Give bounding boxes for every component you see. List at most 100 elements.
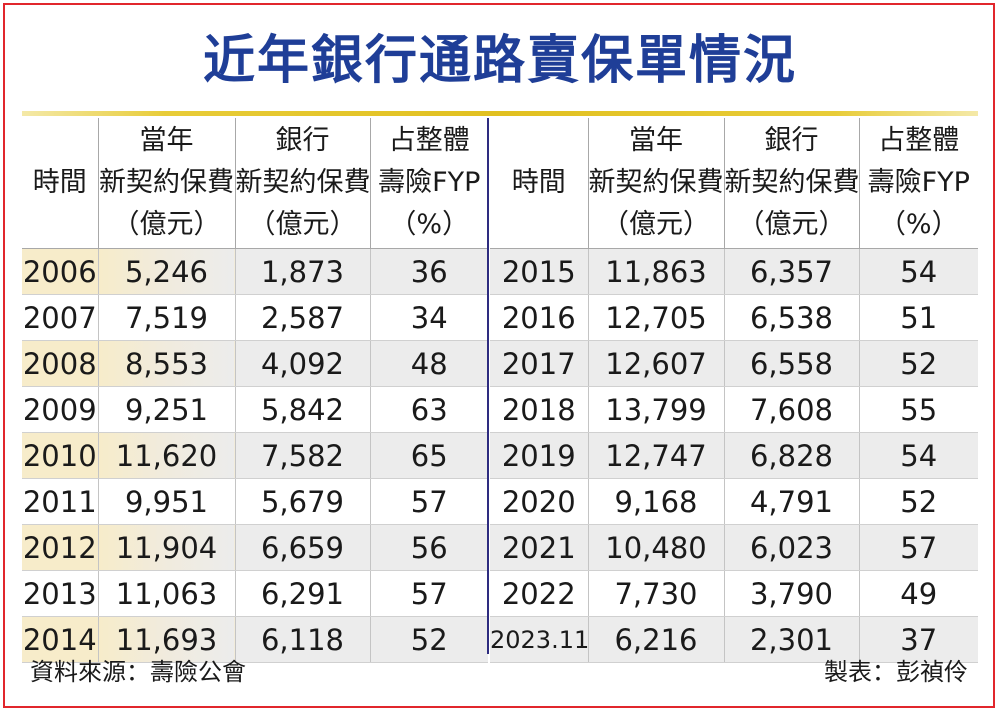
share-pct-cell: 36	[370, 248, 488, 295]
header-total-premium: 當年 新契約保費 （億元）	[588, 118, 725, 249]
share-pct-cell: 57	[370, 570, 488, 617]
year-cell: 2015	[490, 248, 589, 295]
bank-premium-cell: 6,659	[235, 524, 371, 571]
table-row: 2009 9,251 5,842 63	[22, 386, 488, 433]
table-row: 2011 9,951 5,679 57	[22, 478, 488, 525]
bank-premium-cell: 1,873	[235, 248, 371, 295]
table-row: 2019 12,747 6,828 54	[490, 432, 978, 479]
year-cell: 2020	[490, 478, 589, 525]
total-premium-cell: 10,480	[588, 524, 725, 571]
table-row: 2020 9,168 4,791 52	[490, 478, 978, 525]
table-row: 2021 10,480 6,023 57	[490, 524, 978, 571]
share-pct-cell: 57	[859, 524, 978, 571]
total-premium-cell: 12,607	[588, 340, 725, 387]
table-row: 2013 11,063 6,291 57	[22, 570, 488, 617]
year-cell: 2021	[490, 524, 589, 571]
share-pct-cell: 37	[859, 616, 978, 663]
bank-premium-cell: 2,587	[235, 294, 371, 341]
bank-premium-cell: 3,790	[724, 570, 860, 617]
bank-premium-cell: 6,357	[724, 248, 860, 295]
share-pct-cell: 57	[370, 478, 488, 525]
table-row: 2022 7,730 3,790 49	[490, 570, 978, 617]
table-row: 2007 7,519 2,587 34	[22, 294, 488, 341]
bank-premium-cell: 6,023	[724, 524, 860, 571]
table-row: 2023.11 6,216 2,301 37	[490, 616, 978, 663]
page-title: 近年銀行通路賣保單情況	[202, 31, 797, 91]
year-cell: 2023.11	[490, 616, 589, 663]
header-row: 時間 當年 新契約保費 （億元） 銀行 新契約保費 （億元） 占整體 壽險FYP…	[490, 118, 978, 249]
table-row: 2012 11,904 6,659 56	[22, 524, 488, 571]
year-cell: 2007	[22, 294, 99, 341]
title-underline	[22, 111, 978, 116]
total-premium-cell: 9,168	[588, 478, 725, 525]
total-premium-cell: 13,799	[588, 386, 725, 433]
center-divider	[487, 118, 489, 654]
bank-premium-cell: 5,842	[235, 386, 371, 433]
header-total-premium: 當年 新契約保費 （億元）	[98, 118, 236, 249]
bank-premium-cell: 6,538	[724, 294, 860, 341]
header-bank-premium: 銀行 新契約保費 （億元）	[235, 118, 371, 249]
table-row: 2006 5,246 1,873 36	[22, 248, 488, 295]
total-premium-cell: 12,747	[588, 432, 725, 479]
table-row: 2014 11,693 6,118 52	[22, 616, 488, 663]
bank-premium-cell: 2,301	[724, 616, 860, 663]
table-row: 2015 11,863 6,357 54	[490, 248, 978, 295]
bank-premium-cell: 6,558	[724, 340, 860, 387]
bank-premium-cell: 6,118	[235, 616, 371, 663]
year-cell: 2012	[22, 524, 99, 571]
share-pct-cell: 49	[859, 570, 978, 617]
year-cell: 2011	[22, 478, 99, 525]
outer-frame	[3, 3, 995, 708]
bank-premium-cell: 7,608	[724, 386, 860, 433]
bank-premium-cell: 6,828	[724, 432, 860, 479]
share-pct-cell: 48	[370, 340, 488, 387]
table-row: 2016 12,705 6,538 51	[490, 294, 978, 341]
share-pct-cell: 63	[370, 386, 488, 433]
share-pct-cell: 55	[859, 386, 978, 433]
year-cell: 2018	[490, 386, 589, 433]
total-premium-cell: 11,620	[98, 432, 236, 479]
year-cell: 2019	[490, 432, 589, 479]
total-premium-cell: 11,904	[98, 524, 236, 571]
table-row: 2008 8,553 4,092 48	[22, 340, 488, 387]
share-pct-cell: 52	[370, 616, 488, 663]
bank-premium-cell: 6,291	[235, 570, 371, 617]
total-premium-cell: 7,730	[588, 570, 725, 617]
bank-premium-cell: 4,791	[724, 478, 860, 525]
year-cell: 2006	[22, 248, 99, 295]
bank-premium-cell: 7,582	[235, 432, 371, 479]
share-pct-cell: 51	[859, 294, 978, 341]
total-premium-cell: 12,705	[588, 294, 725, 341]
share-pct-cell: 54	[859, 248, 978, 295]
year-cell: 2014	[22, 616, 99, 663]
year-cell: 2009	[22, 386, 99, 433]
year-cell: 2016	[490, 294, 589, 341]
year-cell: 2010	[22, 432, 99, 479]
total-premium-cell: 9,251	[98, 386, 236, 433]
share-pct-cell: 52	[859, 340, 978, 387]
share-pct-cell: 54	[859, 432, 978, 479]
table-left-half: 時間 當年 新契約保費 （億元） 銀行 新契約保費 （億元） 占整體 壽險FYP…	[22, 118, 488, 663]
header-row: 時間 當年 新契約保費 （億元） 銀行 新契約保費 （億元） 占整體 壽險FYP…	[22, 118, 488, 249]
total-premium-cell: 7,519	[98, 294, 236, 341]
year-cell: 2017	[490, 340, 589, 387]
header-bank-premium: 銀行 新契約保費 （億元）	[724, 118, 860, 249]
total-premium-cell: 5,246	[98, 248, 236, 295]
table-right-half: 時間 當年 新契約保費 （億元） 銀行 新契約保費 （億元） 占整體 壽險FYP…	[490, 118, 978, 663]
header-share-pct: 占整體 壽險FYP （%）	[859, 118, 978, 249]
share-pct-cell: 56	[370, 524, 488, 571]
share-pct-cell: 34	[370, 294, 488, 341]
table-row: 2018 13,799 7,608 55	[490, 386, 978, 433]
table-row: 2017 12,607 6,558 52	[490, 340, 978, 387]
share-pct-cell: 52	[859, 478, 978, 525]
header-time: 時間	[490, 118, 589, 249]
year-cell: 2008	[22, 340, 99, 387]
bank-premium-cell: 4,092	[235, 340, 371, 387]
total-premium-cell: 8,553	[98, 340, 236, 387]
header-share-pct: 占整體 壽險FYP （%）	[370, 118, 488, 249]
total-premium-cell: 11,063	[98, 570, 236, 617]
year-cell: 2022	[490, 570, 589, 617]
total-premium-cell: 9,951	[98, 478, 236, 525]
header-time: 時間	[22, 118, 99, 249]
bank-premium-cell: 5,679	[235, 478, 371, 525]
